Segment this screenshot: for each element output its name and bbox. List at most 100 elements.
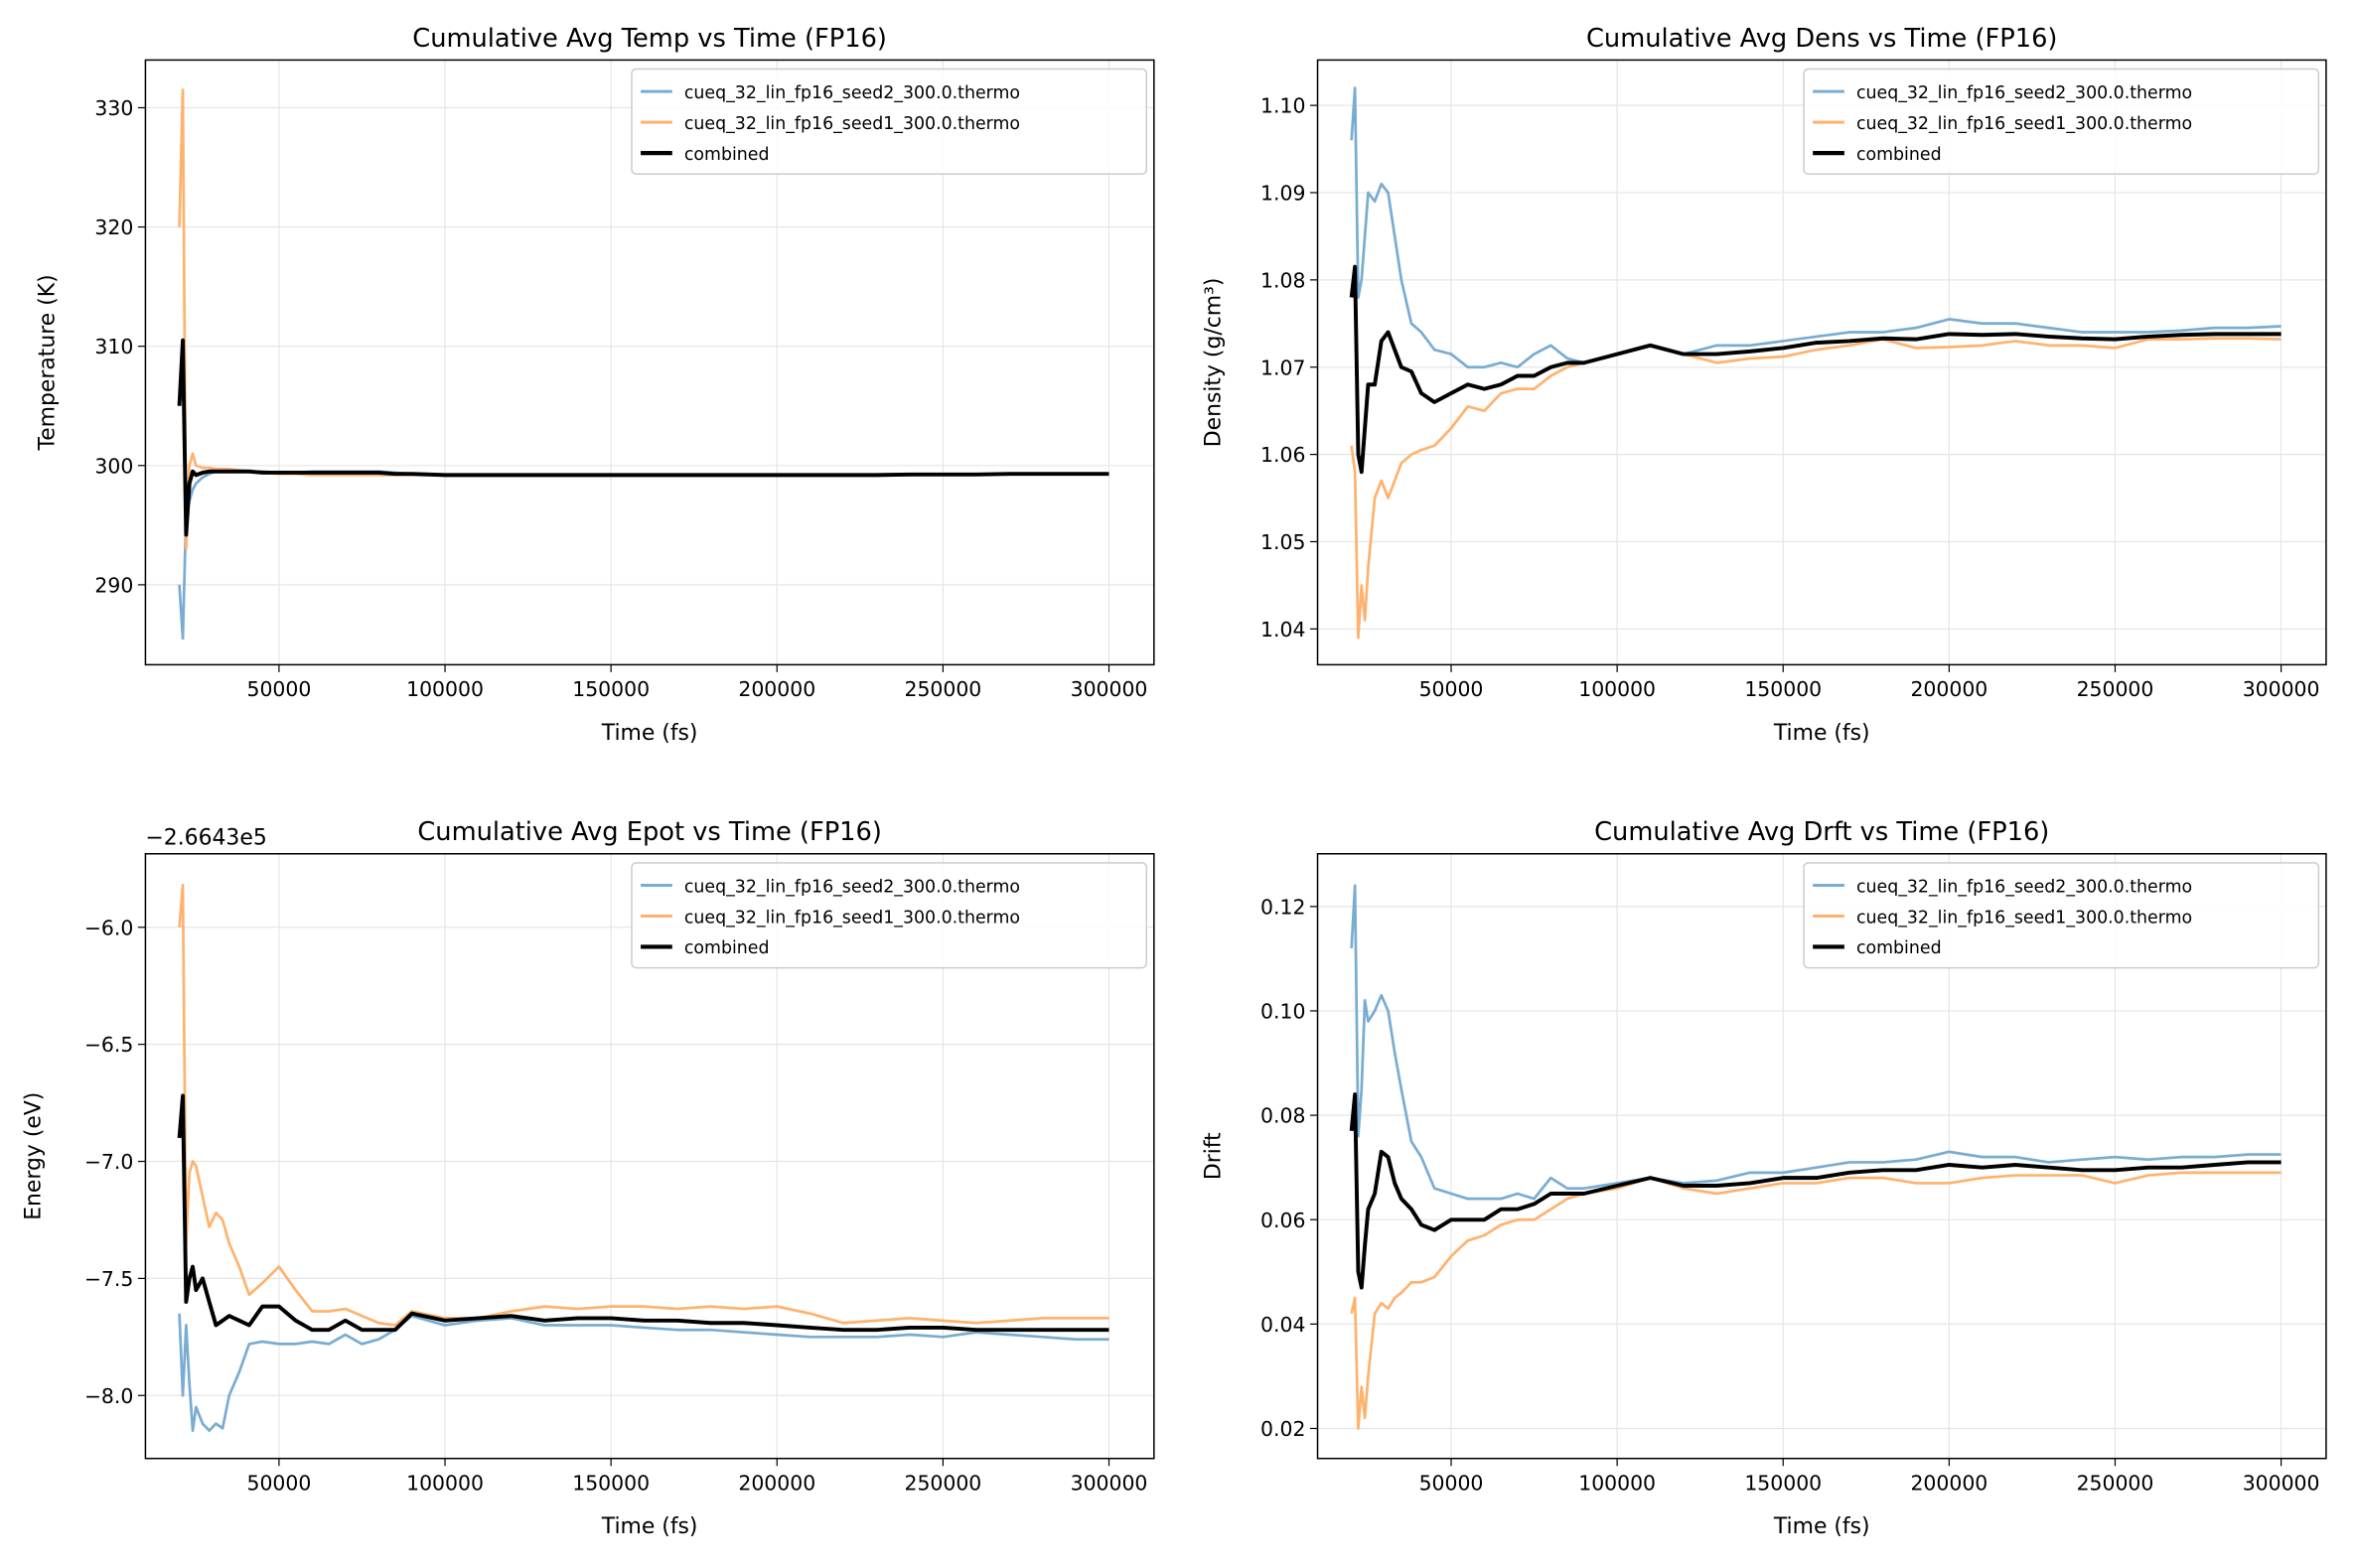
y-axis-label: Energy (eV) (22, 1092, 47, 1220)
legend: cueq_32_lin_fp16_seed2_300.0.thermo cueq_… (631, 68, 1148, 176)
series-line-seed2 (1350, 86, 2282, 369)
series-line-combined (1349, 1092, 2282, 1290)
x-tick-label: 300000 (1071, 1471, 1148, 1495)
legend-label: cueq_32_lin_fp16_seed1_300.0.thermo (684, 114, 1020, 134)
axes-frame (1316, 59, 2327, 666)
x-tick-label: 100000 (1578, 677, 1656, 701)
x-tick-label: 250000 (2077, 1471, 2154, 1495)
y-tick-label: 0.02 (1260, 1417, 1305, 1441)
legend-label: cueq_32_lin_fp16_seed2_300.0.thermo (684, 877, 1020, 897)
y-tick-label: 330 (94, 96, 133, 120)
legend-label: combined (1856, 145, 1942, 165)
y-tick-label: 0.04 (1260, 1313, 1305, 1337)
y-tick-label: 1.05 (1260, 530, 1305, 554)
x-tick-label: 50000 (1419, 677, 1484, 701)
y-tick-label: 290 (94, 573, 133, 597)
y-tick-label: 320 (94, 215, 133, 239)
subplot-4: 50000 100000 150000 200000 250000 300000 0.02 0… (1201, 817, 2327, 1539)
subplot-1: 50000 100000 150000 200000 250000 300000 290 30… (35, 24, 1155, 746)
legend: cueq_32_lin_fp16_seed2_300.0.thermo cueq_… (1803, 68, 2320, 176)
y-tick-label: −8.0 (84, 1384, 133, 1408)
axes-frame (1316, 853, 2327, 1460)
series-line-seed2 (1350, 884, 2282, 1201)
y-tick-label: 0.06 (1260, 1209, 1305, 1232)
x-axis-label: Time (fs) (1773, 721, 1870, 746)
y-tick-label: −6.5 (84, 1033, 133, 1057)
series-line-seed1 (1350, 337, 2282, 640)
y-tick-label: −7.0 (84, 1150, 133, 1174)
series-line-combined (177, 338, 1109, 537)
legend-frame (1803, 68, 2320, 176)
chart-title: Cumulative Avg Drft vs Time (FP16) (1594, 817, 2049, 847)
x-tick-label: 300000 (2243, 1471, 2320, 1495)
x-tick-label: 150000 (1744, 1471, 1822, 1495)
y-axis-label: Temperature (K) (35, 274, 60, 451)
x-tick-label: 50000 (246, 677, 311, 701)
legend-label: combined (684, 938, 770, 958)
x-axis-label: Time (fs) (1773, 1514, 1870, 1539)
series-group (1349, 884, 2282, 1430)
y-tick-label: 0.12 (1260, 895, 1305, 919)
y-tick-label: 1.09 (1260, 182, 1305, 206)
legend-frame (1803, 862, 2320, 969)
y-tick-label: −7.5 (84, 1267, 133, 1291)
x-tick-label: 250000 (904, 677, 981, 701)
x-tick-label: 250000 (2077, 677, 2154, 701)
y-tick-label: 1.04 (1260, 618, 1305, 641)
series-line-seed2 (178, 470, 1109, 641)
chart-title: Cumulative Avg Temp vs Time (FP16) (412, 24, 887, 54)
x-tick-label: 100000 (406, 677, 484, 701)
legend-label: cueq_32_lin_fp16_seed2_300.0.thermo (1856, 877, 2192, 897)
y-tick-label: 1.06 (1260, 443, 1305, 467)
x-tick-label: 200000 (738, 1471, 815, 1495)
y-tick-label: 300 (94, 454, 133, 478)
legend: cueq_32_lin_fp16_seed2_300.0.thermo cueq_… (1803, 862, 2320, 969)
legend: cueq_32_lin_fp16_seed2_300.0.thermo cueq_… (631, 862, 1148, 969)
series-group (1349, 86, 2282, 640)
y-tick-label: 1.08 (1260, 268, 1305, 292)
y-tick-label: −6.0 (84, 916, 133, 939)
legend-label: cueq_32_lin_fp16_seed2_300.0.thermo (684, 83, 1020, 103)
y-axis-label: Drift (1201, 1132, 1226, 1180)
subplot-2: 50000 100000 150000 200000 250000 300000 1.04 1… (1201, 24, 2327, 746)
y-tick-label: 0.08 (1260, 1104, 1305, 1128)
x-axis-label: Time (fs) (601, 1514, 698, 1539)
subplot-3: 50000 100000 150000 200000 250000 300000 −8.0 −… (22, 817, 1155, 1539)
y-tick-label: 310 (94, 335, 133, 358)
y-tick-label: 1.10 (1260, 94, 1305, 118)
axes-frame (144, 59, 1155, 666)
legend-label: cueq_32_lin_fp16_seed1_300.0.thermo (1856, 114, 2192, 134)
series-line-seed1 (1350, 1171, 2282, 1430)
series-group (177, 883, 1109, 1432)
x-tick-label: 300000 (2243, 677, 2320, 701)
x-tick-label: 100000 (406, 1471, 484, 1495)
x-tick-label: 200000 (738, 677, 815, 701)
legend-frame (631, 68, 1148, 176)
axes-frame (144, 853, 1155, 1460)
chart-title: Cumulative Avg Epot vs Time (FP16) (417, 817, 881, 847)
x-tick-label: 50000 (246, 1471, 311, 1495)
x-tick-label: 100000 (1578, 1471, 1656, 1495)
x-tick-label: 200000 (1910, 1471, 1988, 1495)
legend-label: cueq_32_lin_fp16_seed1_300.0.thermo (1856, 908, 2192, 927)
chart-title: Cumulative Avg Dens vs Time (FP16) (1586, 24, 2057, 54)
x-tick-label: 200000 (1910, 677, 1988, 701)
series-line-combined (1349, 264, 2282, 475)
series-line-combined (177, 1093, 1109, 1333)
x-axis-label: Time (fs) (601, 721, 698, 746)
x-tick-label: 150000 (572, 1471, 650, 1495)
y-offset-text: −2.6643e5 (145, 826, 266, 851)
x-tick-label: 50000 (1419, 1471, 1484, 1495)
x-tick-label: 150000 (572, 677, 650, 701)
x-tick-label: 150000 (1744, 677, 1822, 701)
series-group (177, 88, 1109, 641)
legend-label: combined (684, 145, 770, 165)
y-axis-label: Density (g/cm³) (1201, 278, 1226, 448)
legend-label: cueq_32_lin_fp16_seed2_300.0.thermo (1856, 83, 2192, 103)
y-tick-label: 0.10 (1260, 1000, 1305, 1024)
y-tick-label: 1.07 (1260, 356, 1305, 379)
legend-label: combined (1856, 938, 1942, 958)
x-tick-label: 250000 (904, 1471, 981, 1495)
legend-frame (631, 862, 1148, 969)
